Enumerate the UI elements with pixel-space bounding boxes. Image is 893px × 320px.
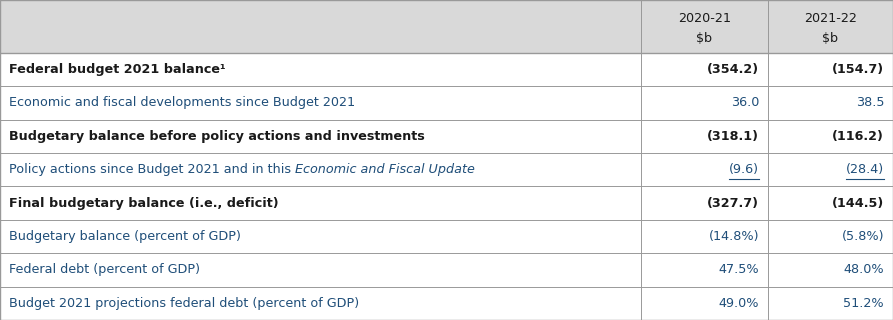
Text: Economic and Fiscal Update: Economic and Fiscal Update [295, 163, 475, 176]
Text: (354.2): (354.2) [707, 63, 759, 76]
Text: Federal budget 2021 balance¹: Federal budget 2021 balance¹ [9, 63, 226, 76]
Text: Federal debt (percent of GDP): Federal debt (percent of GDP) [9, 263, 200, 276]
Bar [0, 153, 893, 186]
Text: 49.0%: 49.0% [719, 297, 759, 310]
Text: 51.2%: 51.2% [844, 297, 884, 310]
Bar [0, 186, 893, 220]
Text: (9.6): (9.6) [729, 163, 759, 176]
Text: 2020-21: 2020-21 [678, 12, 730, 25]
Text: 38.5: 38.5 [855, 96, 884, 109]
Text: 36.0: 36.0 [730, 96, 759, 109]
Text: (14.8%): (14.8%) [708, 230, 759, 243]
Bar [0, 0, 893, 53]
Text: 48.0%: 48.0% [844, 263, 884, 276]
Text: (5.8%): (5.8%) [841, 230, 884, 243]
Bar [0, 220, 893, 253]
Bar [0, 287, 893, 320]
Text: (28.4): (28.4) [846, 163, 884, 176]
Text: (116.2): (116.2) [832, 130, 884, 143]
Text: Final budgetary balance (i.e., deficit): Final budgetary balance (i.e., deficit) [9, 196, 279, 210]
Bar [0, 253, 893, 287]
Text: Budgetary balance (percent of GDP): Budgetary balance (percent of GDP) [9, 230, 241, 243]
Text: (154.7): (154.7) [832, 63, 884, 76]
Text: Budget 2021 projections federal debt (percent of GDP): Budget 2021 projections federal debt (pe… [9, 297, 359, 310]
Bar [0, 86, 893, 120]
Text: (327.7): (327.7) [707, 196, 759, 210]
Text: (144.5): (144.5) [831, 196, 884, 210]
Bar [0, 120, 893, 153]
Bar [0, 53, 893, 86]
Text: $b: $b [697, 32, 713, 45]
Text: 47.5%: 47.5% [719, 263, 759, 276]
Text: Budgetary balance before policy actions and investments: Budgetary balance before policy actions … [9, 130, 425, 143]
Text: 2021-22: 2021-22 [804, 12, 857, 25]
Text: Policy actions since Budget 2021 and in this: Policy actions since Budget 2021 and in … [9, 163, 295, 176]
Text: (318.1): (318.1) [707, 130, 759, 143]
Text: $b: $b [822, 32, 839, 45]
Text: Economic and fiscal developments since Budget 2021: Economic and fiscal developments since B… [9, 96, 355, 109]
